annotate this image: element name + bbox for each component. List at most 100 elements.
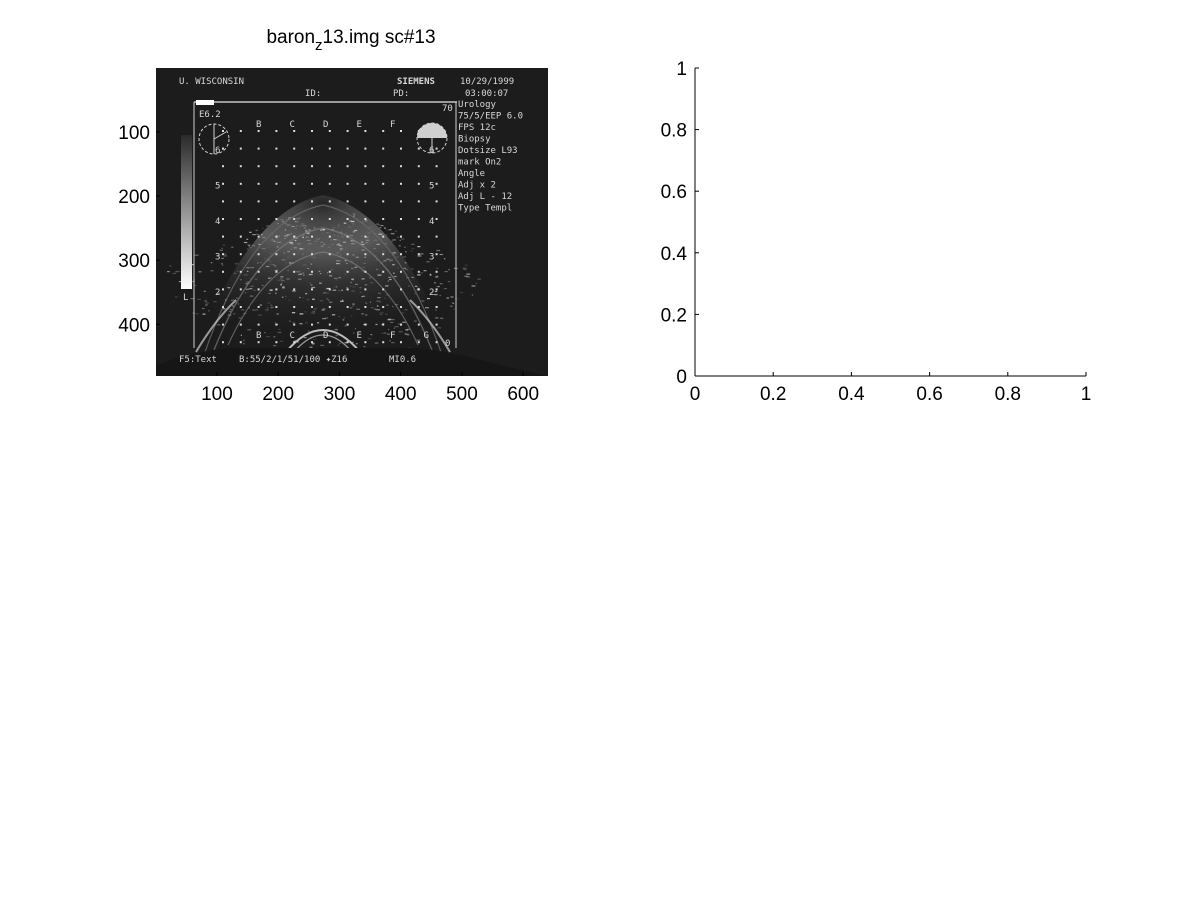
speckle	[299, 323, 303, 325]
speckle	[238, 317, 242, 319]
speckle	[267, 302, 271, 304]
speckle	[338, 315, 341, 318]
grid-dot	[417, 306, 420, 308]
grid-dot	[222, 235, 224, 238]
speckle	[319, 300, 324, 302]
speckle	[340, 249, 342, 251]
speckle	[246, 270, 249, 272]
speckle	[277, 223, 279, 225]
speckle	[290, 243, 294, 245]
speckle	[426, 261, 430, 263]
speckle	[361, 278, 365, 280]
speckle	[369, 301, 372, 303]
speckle	[293, 247, 297, 249]
grid-dot	[435, 147, 438, 150]
speckle	[308, 229, 311, 231]
row-number-left: 3	[215, 253, 220, 263]
grid-dot	[311, 341, 313, 344]
speckle	[402, 321, 406, 323]
speckle	[325, 292, 329, 294]
speckle	[455, 298, 459, 300]
grid-dot	[328, 218, 331, 220]
grid-dot	[257, 270, 260, 273]
speckle	[390, 321, 394, 323]
grid-dot	[257, 147, 260, 150]
speckle	[319, 273, 322, 275]
speckle	[320, 245, 324, 247]
speckle	[291, 312, 296, 314]
speckle	[304, 311, 307, 313]
speckle	[383, 243, 388, 245]
grid-dot	[346, 323, 349, 326]
grid-dot	[435, 165, 438, 168]
speckle	[249, 288, 253, 290]
ultrasound-image-axes: L U. WISCONSIN SIEMENS 10/29/1999 03:00:…	[118, 68, 548, 405]
grid-dot	[382, 147, 385, 150]
time-text: 03:00:07	[465, 89, 508, 99]
side-menu-item: Dotsize L93	[458, 146, 518, 156]
row-number-right: 4	[429, 217, 434, 227]
empty-y-tick-label: 0.6	[661, 182, 687, 203]
row-number-right: 5	[429, 182, 434, 192]
grid-dot	[257, 235, 260, 238]
speckle	[342, 241, 346, 243]
speckle	[329, 275, 333, 277]
grid-dot	[328, 270, 331, 273]
speckle	[310, 251, 313, 253]
speckle	[337, 344, 340, 346]
speckle	[336, 263, 340, 265]
grid-dot	[346, 147, 349, 150]
image-y-tick-label: 100	[118, 123, 150, 144]
speckle	[351, 279, 354, 281]
speckle	[305, 229, 308, 231]
speckle	[335, 335, 338, 337]
grid-dot	[275, 341, 278, 344]
speckle	[269, 289, 273, 291]
grid-dot	[328, 253, 331, 256]
speckle	[446, 297, 449, 299]
speckle	[362, 295, 366, 297]
grid-dot	[382, 200, 385, 203]
speckle	[302, 225, 307, 227]
speckle	[195, 313, 199, 315]
speckle	[389, 229, 392, 231]
speckle	[288, 320, 292, 322]
speckle	[381, 332, 385, 334]
speckle	[237, 303, 240, 305]
speckle	[280, 242, 282, 244]
speckle	[429, 273, 431, 275]
speckle	[370, 307, 375, 309]
speckle	[352, 286, 356, 288]
speckle	[326, 232, 329, 234]
speckle	[401, 238, 405, 240]
gray-bar-label: L	[183, 293, 188, 303]
speckle	[339, 254, 342, 256]
speckle	[373, 239, 377, 241]
speckle	[277, 219, 279, 221]
speckle	[259, 262, 262, 264]
grid-dot	[275, 288, 278, 291]
speckle	[169, 265, 172, 267]
speckle	[243, 274, 248, 276]
speckle	[352, 254, 355, 256]
grid-dot	[222, 270, 224, 273]
grid-dot	[364, 253, 367, 256]
bottom-right-value: 0	[445, 339, 450, 349]
grid-dot	[222, 147, 224, 150]
speckle	[439, 294, 442, 296]
speckle	[355, 343, 358, 345]
speckle	[336, 329, 338, 331]
speckle	[264, 249, 266, 251]
grid-dot	[435, 235, 438, 238]
grid-dot	[311, 270, 313, 273]
speckle	[221, 257, 224, 259]
grid-dot	[275, 306, 278, 308]
speckle	[194, 284, 197, 287]
speckle	[201, 307, 205, 310]
speckle	[285, 262, 288, 264]
orientation-icon-right	[416, 122, 448, 154]
speckle	[392, 264, 395, 266]
grid-dot	[435, 270, 438, 273]
speckle	[269, 277, 272, 279]
speckle	[298, 278, 302, 280]
